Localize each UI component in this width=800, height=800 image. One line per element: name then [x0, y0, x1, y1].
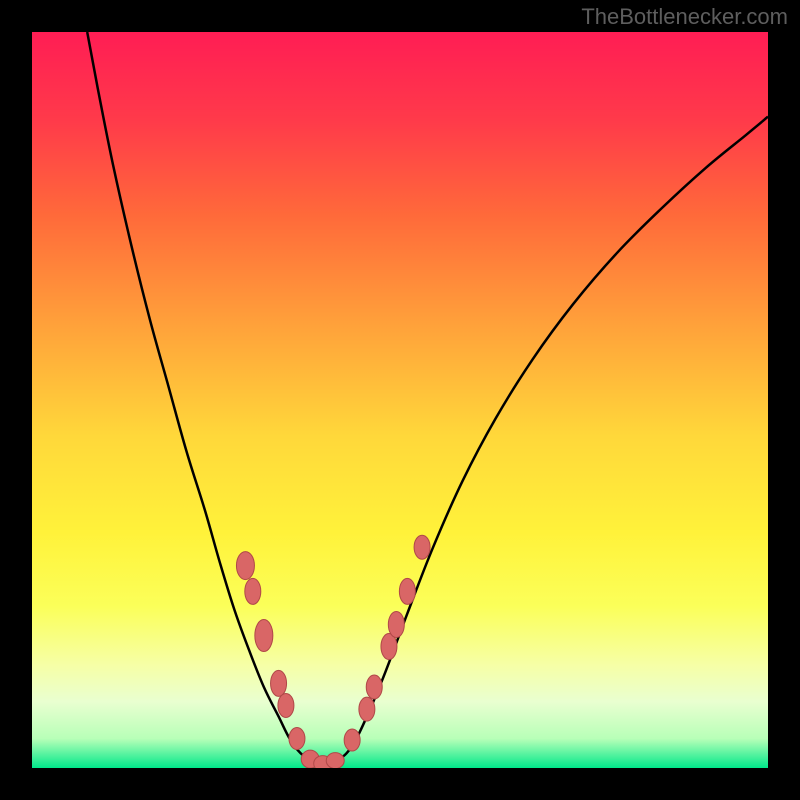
- curve-marker: [271, 670, 287, 696]
- curve-marker: [236, 552, 254, 580]
- watermark-text: TheBottlenecker.com: [581, 4, 788, 30]
- curve-marker: [399, 578, 415, 604]
- curve-marker: [359, 697, 375, 721]
- curve-marker: [255, 620, 273, 652]
- curve-marker: [326, 753, 344, 768]
- curve-marker: [289, 728, 305, 750]
- curve-marker: [414, 535, 430, 559]
- chart-background: [32, 32, 768, 768]
- curve-marker: [388, 611, 404, 637]
- curve-marker: [278, 693, 294, 717]
- chart-plot-area: [32, 32, 768, 768]
- curve-marker: [366, 675, 382, 699]
- curve-marker: [344, 729, 360, 751]
- curve-marker: [245, 578, 261, 604]
- bottleneck-chart: [32, 32, 768, 768]
